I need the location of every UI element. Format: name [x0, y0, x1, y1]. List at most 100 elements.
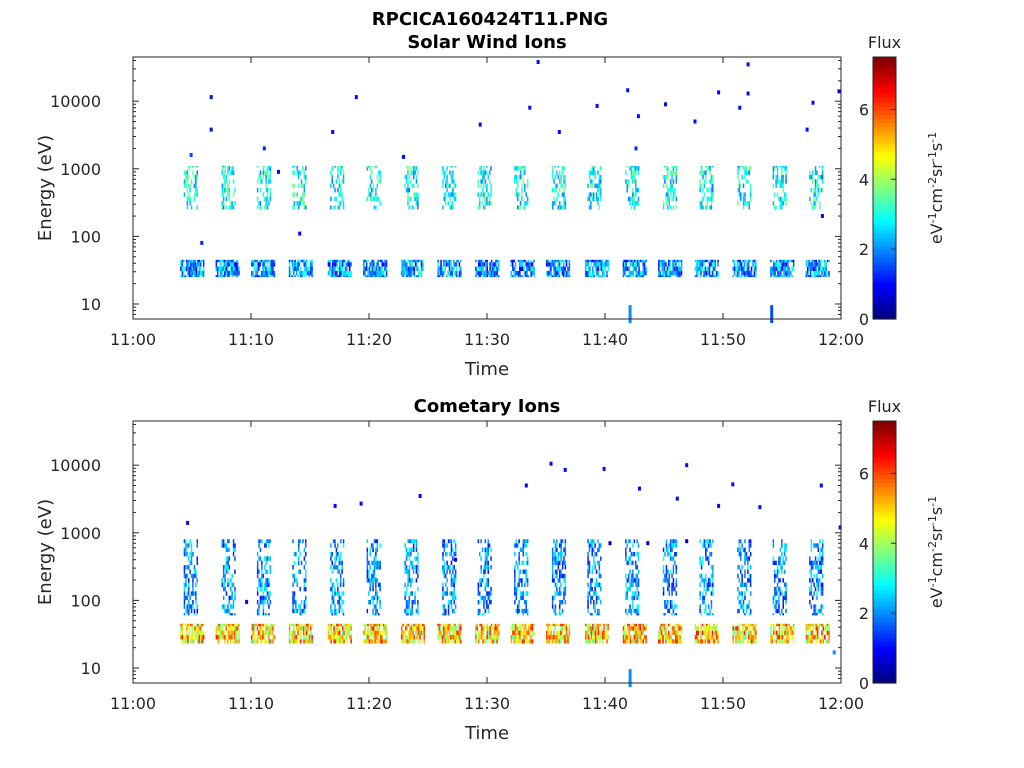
heatmap-cell — [404, 565, 406, 570]
heatmap-cell — [742, 600, 745, 605]
heatmap-cell — [224, 623, 226, 627]
heatmap-cell — [748, 604, 750, 609]
heatmap-cell — [201, 275, 203, 278]
heatmap-cell — [553, 630, 555, 635]
heatmap-cell — [377, 639, 379, 644]
heatmap-cell — [373, 626, 375, 631]
heatmap-cell — [642, 639, 644, 644]
heatmap-cell — [231, 626, 233, 631]
heatmap-cell — [671, 586, 673, 592]
heatmap-cell — [590, 595, 592, 601]
heatmap-cell — [288, 639, 291, 644]
heatmap-cell — [417, 556, 419, 561]
heatmap-cell — [479, 196, 481, 202]
heatmap-cell — [625, 582, 627, 587]
heatmap-cell — [781, 626, 783, 631]
heatmap-cell — [192, 582, 194, 587]
heatmap-cell — [677, 266, 680, 271]
heatmap-cell — [330, 275, 332, 278]
heatmap-cell — [815, 626, 817, 631]
heatmap-cell — [662, 556, 665, 561]
heatmap-cell — [202, 639, 205, 644]
heatmap-cell — [811, 259, 813, 263]
heatmap-cell — [595, 578, 598, 583]
heatmap-cell — [707, 623, 709, 627]
heatmap-cell — [551, 174, 554, 180]
heatmap-cell — [520, 635, 522, 640]
heatmap-cell — [230, 586, 232, 592]
heatmap-cell — [632, 560, 634, 566]
heatmap-cell — [748, 205, 750, 210]
heatmap-cell — [813, 604, 815, 609]
heatmap-cell — [554, 552, 557, 557]
heatmap-cell — [338, 192, 341, 197]
heatmap-cell — [495, 623, 497, 627]
heatmap-cell — [705, 608, 707, 614]
heatmap-cell — [341, 196, 343, 202]
heatmap-cell — [740, 604, 742, 609]
heatmap-cell — [335, 196, 338, 202]
heatmap-cell — [448, 262, 451, 267]
heatmap-cell — [589, 639, 591, 644]
heatmap-cell — [667, 196, 669, 202]
heatmap-cell — [258, 266, 260, 271]
data-point — [478, 122, 482, 127]
heatmap-cell — [563, 573, 565, 579]
heatmap-cell — [264, 556, 266, 561]
heatmap-cell — [188, 578, 190, 583]
heatmap-cell — [235, 259, 237, 263]
heatmap-cell — [303, 600, 306, 605]
heatmap-cell — [234, 569, 236, 574]
heatmap-cell — [300, 179, 303, 184]
heatmap-cell — [630, 613, 633, 616]
heatmap-cell — [785, 591, 787, 596]
heatmap-cell — [384, 623, 386, 627]
heatmap-cell — [487, 547, 489, 552]
heatmap-cell — [521, 547, 523, 552]
heatmap-cell — [442, 582, 444, 587]
heatmap-cell — [584, 262, 587, 267]
heatmap-cell — [601, 262, 604, 267]
heatmap-cell — [700, 573, 703, 579]
heatmap-cell — [222, 196, 225, 202]
heatmap-cell — [749, 635, 751, 640]
heatmap-cell — [748, 573, 750, 579]
heatmap-cell — [822, 275, 825, 278]
heatmap-cell — [743, 259, 746, 263]
heatmap-cell — [568, 262, 571, 267]
heatmap-cell — [783, 569, 786, 574]
heatmap-cell — [343, 271, 345, 276]
heatmap-cell — [632, 275, 635, 278]
heatmap-cell — [636, 166, 638, 168]
heatmap-cell — [253, 623, 256, 627]
heatmap-cell — [514, 552, 516, 557]
heatmap-cell — [185, 608, 187, 614]
heatmap-cell — [665, 183, 668, 188]
heatmap-cell — [821, 623, 823, 627]
heatmap-cell — [300, 635, 302, 640]
heatmap-cell — [785, 275, 788, 278]
heatmap-cell — [741, 595, 743, 601]
heatmap-cell — [559, 543, 561, 548]
heatmap-cell — [524, 630, 527, 635]
heatmap-cell — [710, 552, 713, 557]
heatmap-cell — [778, 271, 781, 276]
heatmap-cell — [550, 262, 552, 267]
heatmap-cell — [514, 586, 516, 592]
heatmap-cell — [632, 626, 635, 631]
heatmap-cell — [547, 271, 549, 276]
heatmap-cell — [662, 639, 664, 644]
heatmap-cell — [674, 613, 676, 616]
heatmap-cell — [698, 639, 701, 644]
heatmap-cell — [810, 539, 813, 544]
heatmap-cell — [519, 569, 522, 574]
heatmap-cell — [820, 547, 822, 552]
heatmap-cell — [564, 639, 566, 644]
heatmap-cell — [622, 262, 625, 267]
heatmap-cell — [453, 565, 455, 570]
heatmap-cell — [252, 639, 254, 644]
heatmap-cell — [514, 623, 517, 627]
heatmap-cell — [814, 183, 817, 188]
heatmap-cell — [330, 578, 332, 583]
heatmap-cell — [629, 275, 632, 278]
